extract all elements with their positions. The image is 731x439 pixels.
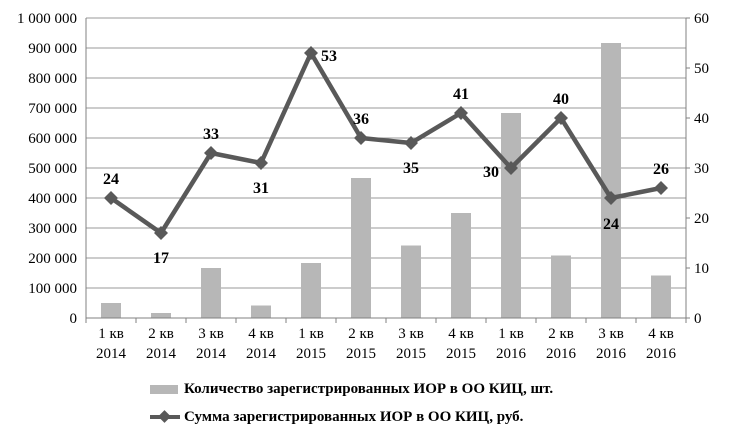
bar <box>401 245 421 318</box>
bar <box>501 113 521 318</box>
line-marker <box>104 191 118 205</box>
legend-line-swatch <box>150 410 180 424</box>
right-tick-label: 40 <box>694 111 709 127</box>
bar <box>151 313 171 318</box>
x-label-quarter: 1 кв <box>298 326 324 342</box>
right-tick-label: 20 <box>694 211 709 227</box>
left-tick-label: 200 000 <box>28 251 77 267</box>
x-label-year: 2016 <box>546 346 577 362</box>
x-label-quarter: 2 кв <box>148 326 174 342</box>
data-label: 36 <box>353 111 369 128</box>
x-label-quarter: 2 кв <box>348 326 374 342</box>
line-marker <box>554 111 568 125</box>
data-label: 33 <box>203 126 219 143</box>
bar <box>301 263 321 318</box>
data-label: 24 <box>603 216 619 233</box>
bar <box>201 268 221 318</box>
legend-item-line: Сумма зарегистрированных ИОР в ОО КИЦ, р… <box>150 406 710 428</box>
right-tick-label: 60 <box>694 11 709 27</box>
x-label-year: 2015 <box>346 346 376 362</box>
left-axis-ticks: 0 100 000 200 000 300 000 400 000 500 000 600 … <box>17 11 77 327</box>
legend-line-label: Сумма зарегистрированных ИОР в ОО КИЦ, р… <box>184 408 524 425</box>
left-tick-label: 600 000 <box>28 131 77 147</box>
left-tick-label: 300 000 <box>28 221 77 237</box>
data-label: 35 <box>403 160 419 177</box>
bar-series <box>101 43 671 318</box>
data-label: 31 <box>253 180 269 197</box>
x-label-quarter: 1 кв <box>98 326 124 342</box>
bar <box>651 275 671 318</box>
chart: 0 100 000 200 000 300 000 400 000 500 000 600 … <box>17 11 709 362</box>
x-label-quarter: 4 кв <box>648 326 674 342</box>
left-tick-label: 1 000 000 <box>17 11 77 27</box>
x-label-quarter: 2 кв <box>548 326 574 342</box>
data-label: 30 <box>483 164 499 181</box>
x-label-year: 2016 <box>646 346 677 362</box>
left-tick-label: 400 000 <box>28 191 77 207</box>
x-label-year: 2014 <box>96 346 127 362</box>
x-label-year: 2016 <box>596 346 627 362</box>
data-label: 26 <box>653 161 669 178</box>
x-label-year: 2015 <box>446 346 476 362</box>
right-axis-ticks: 0 10 20 30 40 50 60 <box>686 11 709 327</box>
legend-bar-swatch <box>150 384 178 394</box>
bar <box>101 303 121 318</box>
line-marker <box>204 146 218 160</box>
x-label-quarter: 1 кв <box>498 326 524 342</box>
line-marker <box>304 46 318 60</box>
right-tick-label: 50 <box>694 61 709 77</box>
data-label: 53 <box>321 48 337 65</box>
x-label-quarter: 3 кв <box>198 326 224 342</box>
line-marker <box>454 106 468 120</box>
x-label-quarter: 4 кв <box>248 326 274 342</box>
left-tick-label: 500 000 <box>28 161 77 177</box>
x-label-year: 2014 <box>146 346 177 362</box>
left-tick-label: 800 000 <box>28 71 77 87</box>
left-tick-label: 700 000 <box>28 101 77 117</box>
bar <box>251 305 271 318</box>
right-tick-label: 30 <box>694 161 709 177</box>
line-marker <box>604 191 618 205</box>
data-label: 24 <box>103 171 119 188</box>
line-marker <box>254 156 268 170</box>
bar <box>451 213 471 318</box>
left-tick-label: 100 000 <box>28 281 77 297</box>
line-series <box>104 46 668 240</box>
data-label: 41 <box>453 86 469 103</box>
left-tick-label: 900 000 <box>28 41 77 57</box>
bar <box>351 178 371 318</box>
x-label-quarter: 4 кв <box>448 326 474 342</box>
right-tick-label: 0 <box>694 311 702 327</box>
right-tick-label: 10 <box>694 261 709 277</box>
bar <box>551 255 571 318</box>
left-tick-label: 0 <box>70 311 78 327</box>
x-label-year: 2015 <box>296 346 326 362</box>
x-label-quarter: 3 кв <box>398 326 424 342</box>
legend-bar-label: Количество зарегистрированных ИОР в ОО К… <box>184 380 554 397</box>
x-label-quarter: 3 кв <box>598 326 624 342</box>
x-label-year: 2014 <box>246 346 277 362</box>
line-marker <box>354 131 368 145</box>
line-path <box>109 50 662 236</box>
bar <box>601 43 621 318</box>
data-label: 17 <box>153 250 169 267</box>
gridlines <box>86 17 686 319</box>
line-marker <box>404 136 418 150</box>
x-label-year: 2016 <box>496 346 527 362</box>
x-label-year: 2014 <box>196 346 227 362</box>
x-label-year: 2015 <box>396 346 426 362</box>
line-marker <box>504 161 518 175</box>
x-axis-labels: 1 кв 2014 2 кв 2014 3 кв 2014 4 кв 2014 1 кв 2015… <box>96 326 677 362</box>
data-labels: 24 17 33 31 53 36 35 41 30 40 24 26 <box>103 48 669 267</box>
data-label: 40 <box>553 91 569 108</box>
line-marker <box>654 181 668 195</box>
legend-item-bar: Количество зарегистрированных ИОР в ОО К… <box>150 378 710 400</box>
line-marker <box>154 226 168 240</box>
